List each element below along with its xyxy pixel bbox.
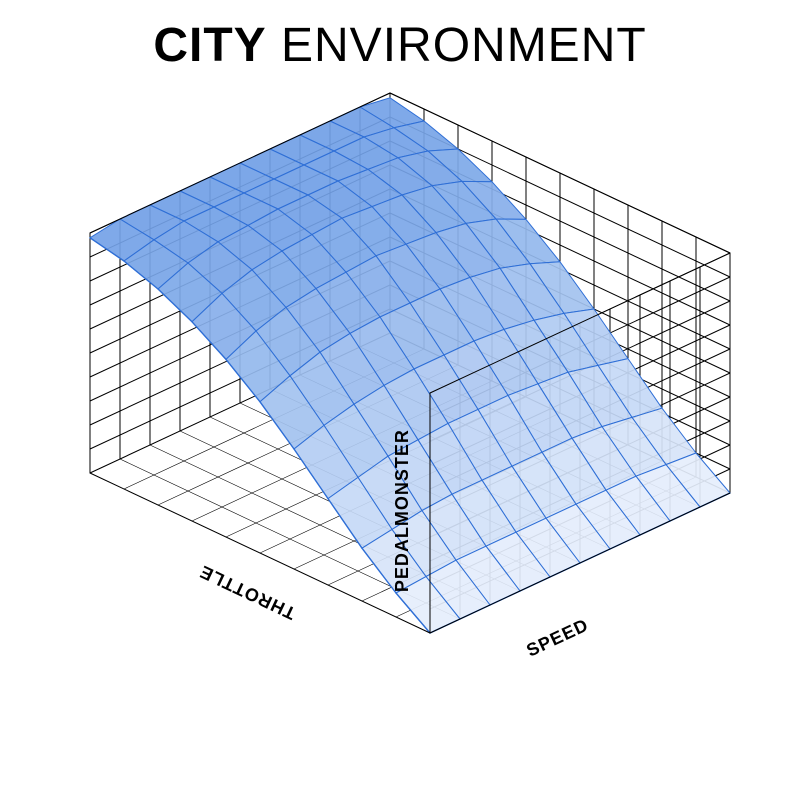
axis-label-x: THROTTLE	[196, 561, 299, 623]
title-light: ENVIRONMENT	[281, 19, 647, 72]
chart-title: CITY ENVIRONMENT	[0, 18, 800, 73]
title-bold: CITY	[153, 19, 266, 72]
surface-chart: PEDALMONSTER THROTTLE SPEED	[0, 73, 800, 773]
axis-label-z: PEDALMONSTER	[392, 429, 412, 592]
axis-label-y: SPEED	[523, 615, 591, 661]
